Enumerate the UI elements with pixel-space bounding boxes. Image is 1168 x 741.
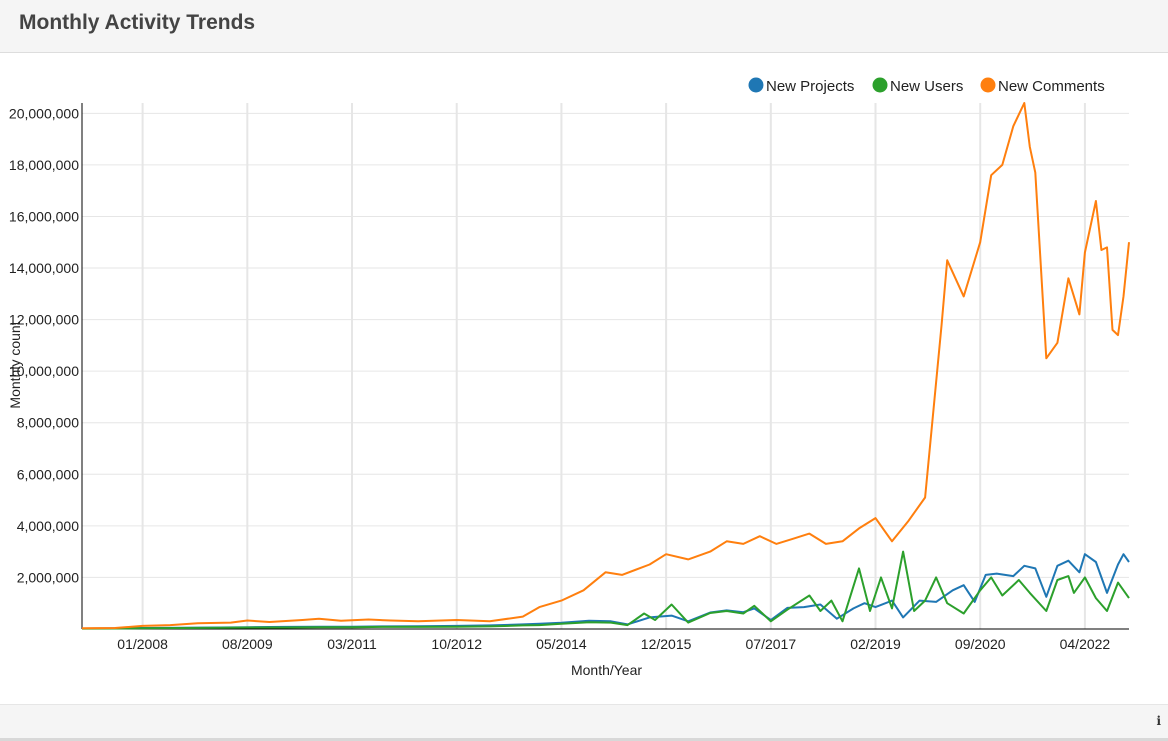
x-tick-label: 12/2015 bbox=[641, 636, 692, 652]
info-icon[interactable]: i bbox=[1156, 714, 1161, 728]
legend[interactable]: New Projects New Users New Comments bbox=[748, 77, 1105, 96]
legend-label: New Users bbox=[890, 78, 963, 95]
x-tick-label: 05/2014 bbox=[536, 636, 587, 652]
x-axis-title: Month/Year bbox=[571, 662, 642, 678]
x-tick-label: 04/2022 bbox=[1060, 636, 1111, 652]
y-tick-label: 4,000,000 bbox=[17, 518, 79, 534]
line-chart: 2,000,000 4,000,000 6,000,000 8,000,000 10,0… bbox=[7, 77, 1130, 678]
legend-marker bbox=[872, 77, 888, 93]
legend-marker bbox=[980, 77, 996, 93]
panel-header: Monthly Activity Trends bbox=[0, 0, 1168, 53]
page-title: Monthly Activity Trends bbox=[19, 11, 256, 34]
x-tick-label: 07/2017 bbox=[746, 636, 797, 652]
y-tick-label: 2,000,000 bbox=[17, 569, 79, 585]
legend-marker bbox=[748, 77, 764, 93]
y-tick-label: 10,000,000 bbox=[9, 363, 79, 379]
legend-label: New Projects bbox=[766, 78, 854, 95]
y-axis-title: Monthly count bbox=[7, 321, 23, 408]
x-tick-label: 08/2009 bbox=[222, 636, 273, 652]
x-tick-label: 01/2008 bbox=[117, 636, 168, 652]
y-tick-label: 12,000,000 bbox=[9, 312, 79, 328]
legend-label: New Comments bbox=[998, 78, 1105, 95]
series-line-new-users bbox=[81, 550, 1130, 630]
series-line-new-comments bbox=[81, 102, 1130, 630]
grid-lines bbox=[82, 103, 1129, 629]
axes: 2,000,000 4,000,000 6,000,000 8,000,000 10,0… bbox=[9, 103, 1129, 652]
series-lines bbox=[81, 102, 1130, 630]
y-tick-label: 16,000,000 bbox=[9, 208, 79, 224]
y-tick-label: 6,000,000 bbox=[17, 466, 79, 482]
series-line-new-projects bbox=[81, 553, 1130, 630]
panel-footer: i bbox=[0, 704, 1168, 741]
x-tick-label: 10/2012 bbox=[431, 636, 482, 652]
y-tick-label: 14,000,000 bbox=[9, 260, 79, 276]
y-tick-label: 18,000,000 bbox=[9, 157, 79, 173]
x-tick-label: 02/2019 bbox=[850, 636, 901, 652]
x-tick-label: 03/2011 bbox=[327, 636, 377, 652]
x-tick-label: 09/2020 bbox=[955, 636, 1006, 652]
y-tick-label: 20,000,000 bbox=[9, 105, 79, 121]
y-tick-label: 8,000,000 bbox=[17, 415, 79, 431]
